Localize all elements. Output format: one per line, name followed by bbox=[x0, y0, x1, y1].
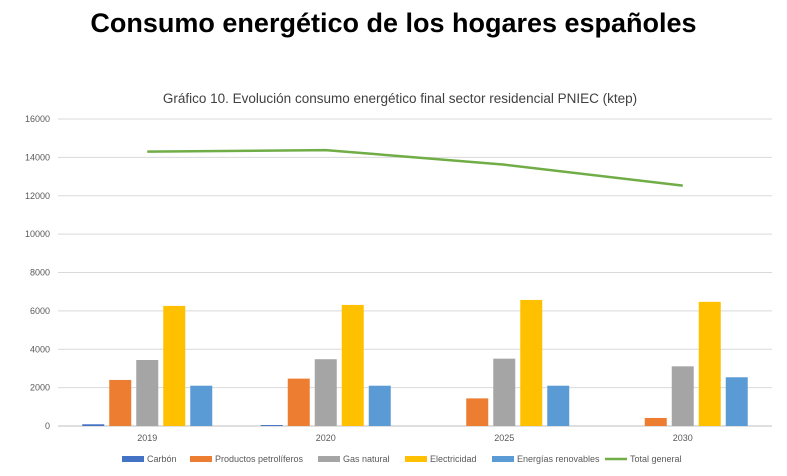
y-tick-label: 2000 bbox=[30, 383, 50, 393]
chart-title: Gráfico 10. Evolución consumo energético… bbox=[163, 91, 637, 106]
y-tick-label: 12000 bbox=[25, 191, 50, 201]
x-tick-label: 2020 bbox=[316, 433, 336, 443]
bar-energías-renovables bbox=[725, 377, 748, 426]
legend-label: Carbón bbox=[147, 454, 177, 464]
legend-label: Energías renovables bbox=[517, 454, 600, 464]
y-tick-label: 0 bbox=[45, 421, 50, 431]
y-tick-label: 8000 bbox=[30, 268, 50, 278]
legend-swatch bbox=[318, 456, 340, 462]
bar-energías-renovables bbox=[368, 385, 391, 426]
y-tick-label: 14000 bbox=[25, 152, 50, 162]
bar-carbón bbox=[260, 425, 283, 426]
bar-electricidad bbox=[341, 304, 364, 426]
y-tick-label: 6000 bbox=[30, 306, 50, 316]
line-total-general bbox=[147, 148, 683, 187]
legend-label: Electricidad bbox=[430, 454, 477, 464]
legend-swatch bbox=[405, 456, 427, 462]
bar-gas-natural bbox=[493, 358, 516, 426]
legend-swatch bbox=[122, 456, 144, 462]
bar-carbón bbox=[82, 424, 105, 426]
bar-electricidad bbox=[520, 299, 543, 426]
x-tick-label: 2030 bbox=[673, 433, 693, 443]
x-tick-label: 2025 bbox=[494, 433, 514, 443]
bar-productos-petrolíferos bbox=[466, 398, 489, 426]
bar-productos-petrolíferos bbox=[109, 379, 132, 426]
bar-gas-natural bbox=[671, 366, 694, 426]
bar-productos-petrolíferos bbox=[644, 417, 667, 426]
bar-electricidad bbox=[163, 305, 186, 426]
bar-productos-petrolíferos bbox=[287, 378, 310, 426]
y-tick-label: 16000 bbox=[25, 114, 50, 124]
bar-energías-renovables bbox=[547, 385, 570, 426]
legend-swatch bbox=[492, 456, 514, 462]
bar-gas-natural bbox=[314, 359, 337, 426]
y-tick-label: 10000 bbox=[25, 229, 50, 239]
bar-energías-renovables bbox=[190, 385, 213, 426]
legend-label: Productos petrolíferos bbox=[215, 454, 304, 464]
page-title: Consumo energético de los hogares españo… bbox=[90, 8, 697, 38]
x-tick-label: 2019 bbox=[137, 433, 157, 443]
legend-label: Gas natural bbox=[343, 454, 390, 464]
legend-label: Total general bbox=[630, 454, 682, 464]
legend-swatch bbox=[190, 456, 212, 462]
bar-gas-natural bbox=[136, 359, 159, 426]
bar-electricidad bbox=[698, 301, 721, 426]
y-tick-label: 4000 bbox=[30, 344, 50, 354]
